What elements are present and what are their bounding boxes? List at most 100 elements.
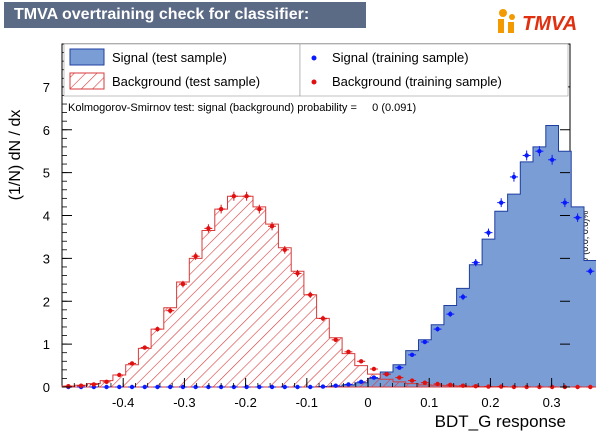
background-train-point [397,375,402,380]
signal-train-point [104,384,109,390]
x-tick-label: 0 [364,395,371,410]
legend-swatch-bkg-test [69,72,105,90]
background-train-point [473,383,478,389]
signal-train-point [371,375,377,380]
signal-train-point [155,384,160,390]
background-train-point [244,194,249,199]
ylabel-svg: (1/N) dN / dx [7,110,24,201]
background-train-point [269,224,275,229]
signal-train-point [473,260,478,265]
signal-train-point [269,384,275,390]
background-train-point [78,383,84,388]
background-train-point [524,384,529,390]
background-train-point [460,383,466,388]
legend-label-signal-test: Signal (test sample) [112,50,227,65]
background-train-point [193,254,198,259]
y-tick-label: 7 [43,80,50,95]
x-tick-label: -0.2 [234,395,256,410]
background-train-point [575,384,580,390]
y-tick-label: 2 [43,294,50,309]
signal-train-point [346,382,351,387]
background-train-point [588,384,593,390]
tmva-logo: TMVA [498,9,577,35]
background-train-point [129,361,135,366]
y-tick-label: 6 [43,123,50,138]
legend-marker-bkg-train [311,79,317,85]
signal-train-point [117,384,122,390]
x-axis-label: BDT_G response [434,412,566,431]
signal-train-point [358,379,364,385]
background-train-point [435,381,440,387]
y-tick-label: 3 [43,251,50,266]
signal-train-point [460,294,466,300]
signal-train-point [333,383,338,388]
background-train-point [333,337,338,343]
background-train-point [155,326,160,332]
signal-train-point [524,153,529,158]
background-train-point [142,345,147,350]
background-train-point [409,378,415,383]
background-train-point [180,281,186,287]
signal-train-point [142,384,147,390]
signal-train-point [486,230,491,235]
background-train-point [104,379,109,385]
signal-train-point [295,384,300,390]
background-train-point [168,308,173,313]
background-test-histogram [61,195,596,388]
x-tick-label: -0.4 [112,395,134,410]
background-train-point [384,371,389,377]
signal-train-point [499,200,504,205]
background-train-point [231,194,237,199]
legend-marker-signal-train [311,55,317,61]
signal-train-point [537,148,542,154]
signal-train-point [320,384,326,389]
background-train-point [117,372,122,378]
background-train-point [295,271,300,276]
signal-train-point [409,352,415,358]
background-train-point [257,206,262,212]
plot-title: TMVA overtraining check for classifier: … [4,2,366,49]
background-train-point [91,382,97,387]
signal-train-point [435,326,440,332]
background-train-point [308,292,313,298]
signal-train-point [308,384,313,390]
ks-test-text: Kolmogorov-Smirnov test: signal (backgro… [68,102,416,114]
logo-person-icon [498,9,515,33]
signal-train-point [562,200,568,205]
signal-train-point [422,339,428,345]
legend-swatch-signal-test [69,48,105,66]
y-tick-label: 0 [43,380,50,395]
background-train-point [346,349,351,355]
signal-train-point [168,384,173,390]
x-tick-label: 0.3 [543,395,561,410]
background-train-point [486,384,491,389]
background-train-point [282,247,287,252]
signal-train-point [129,384,135,390]
signal-train-point [448,311,453,317]
legend-label-bkg-train: Background (training sample) [332,74,502,89]
signal-train-point [397,365,402,370]
signal-train-point [206,384,211,390]
y-axis-label: (1/N) dN / dx [7,110,24,201]
background-train-point [218,206,224,212]
signal-train-point [231,384,237,390]
x-tick-label: -0.1 [296,395,318,410]
background-train-point [422,380,428,385]
signal-train-point [549,157,555,162]
legend-box-right [299,43,569,97]
signal-train-point [588,269,593,274]
x-tick-label: -0.3 [173,395,195,410]
legend-label-signal-train: Signal (training sample) [332,50,469,65]
x-tick-label: 0.2 [481,395,499,410]
background-train-point [448,382,453,388]
background-train-point [511,384,517,390]
y-tick-label: 4 [43,209,50,224]
signal-train-point [511,174,517,180]
legend-label-bkg-test: Background (test sample) [112,74,260,89]
background-train-point [358,359,364,364]
legend: Signal (test sample) Background (test sa… [63,43,569,97]
y-tick-label: 5 [43,166,50,181]
signal-train-point [244,384,249,390]
background-train-point [371,366,377,372]
